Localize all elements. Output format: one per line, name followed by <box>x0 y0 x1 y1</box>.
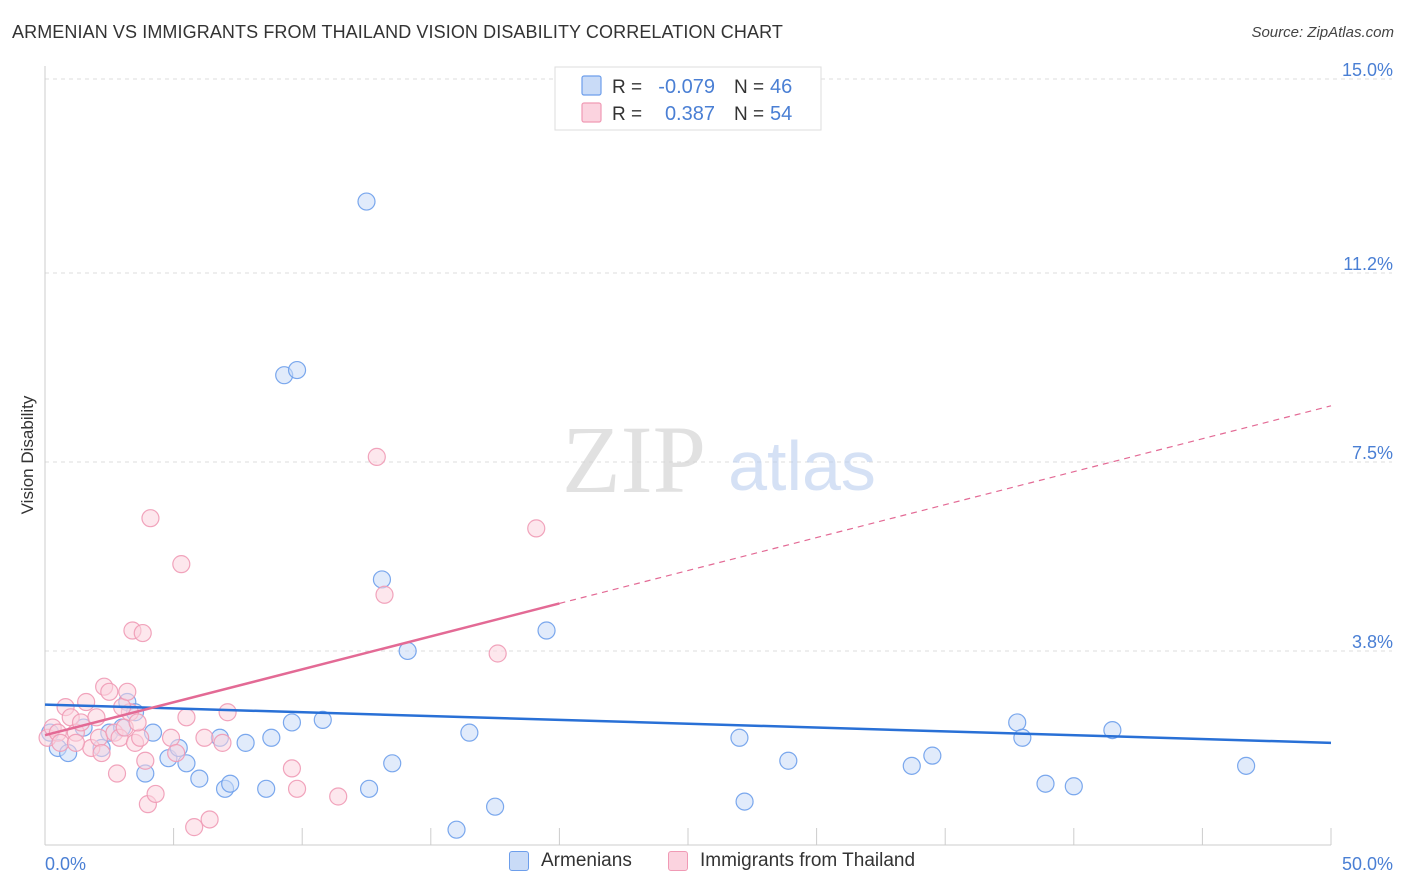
data-point <box>1064 777 1083 796</box>
legend-box: R = -0.079 N = 46 R = 0.387 N = 54 <box>554 66 822 131</box>
data-point <box>218 703 237 722</box>
data-point <box>167 743 186 763</box>
legend-n-label-0: N = <box>734 77 764 98</box>
data-point <box>77 692 96 712</box>
data-point <box>313 710 332 729</box>
data-point <box>195 728 214 747</box>
data-point <box>287 779 307 798</box>
data-point <box>89 728 109 747</box>
legend-item-thailand[interactable]: Immigrants from Thailand <box>668 850 915 872</box>
legend-label-armenians: Armenians <box>541 850 632 871</box>
legend-r-label-0: R = <box>612 77 642 98</box>
trend-line-thailand-dashed <box>559 405 1332 605</box>
legend-r-value-0: -0.079 <box>658 76 715 98</box>
data-point <box>359 779 379 798</box>
chart-source: Source: ZipAtlas.com <box>1251 24 1394 41</box>
data-point <box>357 192 376 211</box>
data-point <box>118 682 137 701</box>
bottom-legend: Armenians Immigrants from Thailand <box>0 850 1406 880</box>
data-point <box>51 733 70 752</box>
data-point <box>367 447 386 466</box>
data-point <box>213 733 232 752</box>
data-point <box>730 728 749 747</box>
data-point <box>100 682 119 701</box>
data-point <box>375 585 394 604</box>
legend-r-value-1: 0.387 <box>665 103 715 125</box>
data-point <box>92 743 111 763</box>
data-point <box>146 784 165 804</box>
series-thailand <box>38 447 546 837</box>
x-tick-label-1: 50.0% <box>1342 854 1393 874</box>
data-points <box>38 192 1256 839</box>
legend-swatch-armenians <box>509 851 529 871</box>
legend-item-armenians[interactable]: Armenians <box>509 850 632 872</box>
trend-line-thailand-solid <box>44 602 560 737</box>
y-tick-label-2: 11.2% <box>1343 254 1393 274</box>
data-point <box>66 733 85 752</box>
data-point <box>383 754 402 773</box>
y-tick-label-3: 15.0% <box>1342 60 1393 80</box>
tick-labels: 3.8% 7.5% 11.2% 15.0% 0.0% 50.0% <box>45 60 1393 874</box>
gridlines <box>45 78 1392 652</box>
legend-r-label-1: R = <box>612 104 642 125</box>
watermark-atlas: atlas <box>728 427 876 505</box>
trend-line-armenians <box>44 703 1332 745</box>
data-point <box>1008 713 1027 732</box>
data-point <box>185 818 204 837</box>
data-point <box>236 733 255 752</box>
data-point <box>221 774 240 793</box>
data-point <box>923 746 942 765</box>
data-point <box>141 509 160 528</box>
legend-swatch-thailand <box>668 851 688 871</box>
data-point <box>282 759 302 778</box>
x-tick-label-0: 0.0% <box>45 854 86 874</box>
data-point <box>262 728 281 747</box>
data-point <box>1013 728 1032 747</box>
data-point <box>372 570 392 589</box>
data-point <box>1036 774 1055 793</box>
data-point <box>735 792 754 811</box>
data-point <box>172 555 191 574</box>
data-point <box>128 713 147 732</box>
data-point <box>282 713 302 732</box>
data-point <box>190 769 209 788</box>
trend-lines <box>44 405 1332 745</box>
data-point <box>287 360 307 380</box>
watermark-zip: ZIP <box>562 406 706 513</box>
legend-n-value-0: 46 <box>770 76 792 98</box>
data-point <box>1103 720 1122 740</box>
legend-swatch-0 <box>581 75 602 96</box>
legend-n-label-1: N = <box>734 104 764 125</box>
y-tick-label-0: 3.8% <box>1352 632 1393 652</box>
data-point <box>200 810 219 829</box>
legend-label-thailand: Immigrants from Thailand <box>700 850 916 871</box>
legend-n-value-1: 54 <box>770 103 792 125</box>
data-point <box>902 756 921 775</box>
data-point <box>488 644 507 663</box>
legend-swatch-1 <box>581 102 602 123</box>
data-point <box>447 820 466 839</box>
data-point <box>107 764 127 783</box>
chart-title: ARMENIAN VS IMMIGRANTS FROM THAILAND VIS… <box>12 22 783 42</box>
axes <box>44 66 1332 846</box>
data-point <box>460 723 479 742</box>
data-point <box>257 779 276 798</box>
data-point <box>161 728 181 747</box>
data-point <box>1237 756 1256 775</box>
data-point <box>136 751 155 770</box>
data-point <box>779 751 798 770</box>
data-point <box>537 621 556 640</box>
data-point <box>486 797 505 816</box>
data-point <box>131 728 150 747</box>
data-point <box>527 519 546 538</box>
data-point <box>133 623 152 643</box>
data-point <box>329 787 348 806</box>
data-point <box>177 708 196 727</box>
y-tick-label-1: 7.5% <box>1352 443 1393 463</box>
